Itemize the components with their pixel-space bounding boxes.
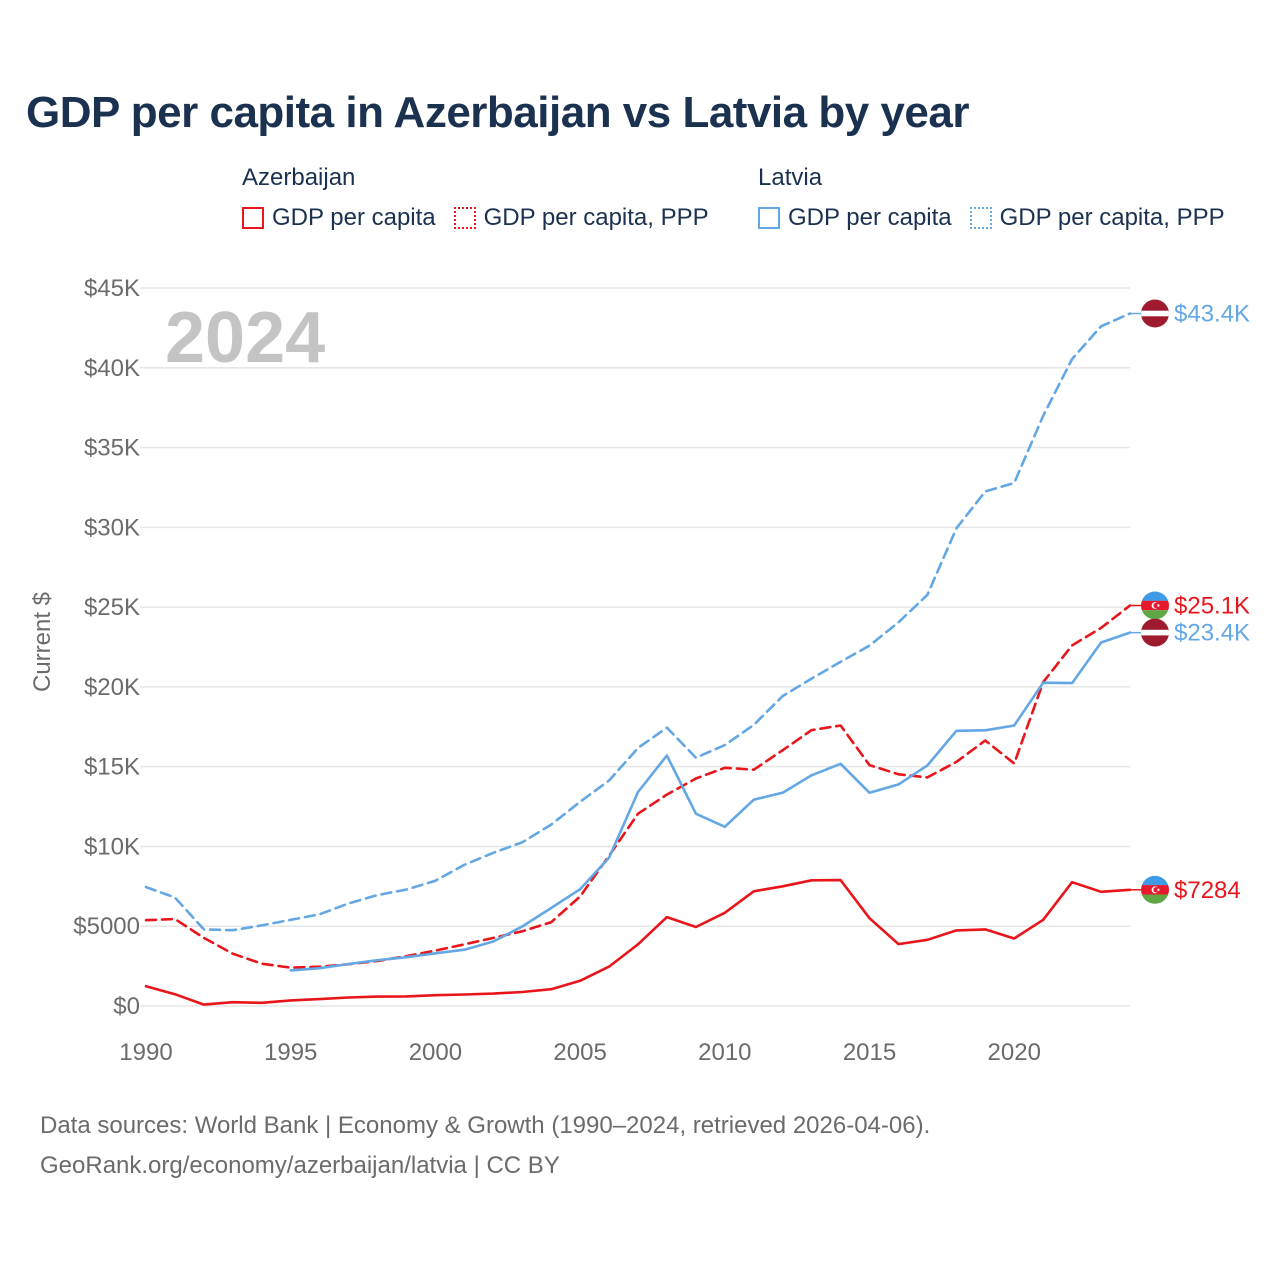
legend-label: GDP per capita xyxy=(272,204,436,231)
latvia-flag-icon xyxy=(1141,299,1169,328)
legend-country-latvia: Latvia xyxy=(758,164,823,191)
y-tick-label: $5000 xyxy=(73,913,140,940)
legend-azerbaijan: Azerbaijan GDP per capita GDP per capita… xyxy=(242,162,727,232)
legend-item-latvia-gdp-ppp[interactable]: GDP per capita, PPP xyxy=(969,204,1225,232)
legend-label: GDP per capita, PPP xyxy=(999,204,1225,231)
y-axis-label: Current $ xyxy=(29,592,56,692)
year-watermark: 2024 xyxy=(165,298,325,378)
legend-latvia: Latvia GDP per capita GDP per capita, PP… xyxy=(758,162,1243,232)
x-tick-label: 2015 xyxy=(843,1039,896,1066)
series-line-2[interactable] xyxy=(289,631,1132,972)
legend-swatch-dotted xyxy=(453,207,476,229)
y-tick-label: $40K xyxy=(84,355,140,382)
y-tick-label: $15K xyxy=(84,754,140,781)
x-tick-label: 2005 xyxy=(553,1039,606,1066)
x-tick-label: 2010 xyxy=(698,1039,751,1066)
series-layer xyxy=(144,312,1132,1006)
end-value-label: $43.4K xyxy=(1174,301,1250,328)
x-tick-label: 1990 xyxy=(119,1039,172,1066)
legend-item-latvia-gdp[interactable]: GDP per capita xyxy=(758,204,952,232)
legend-label: GDP per capita xyxy=(788,204,952,231)
end-value-label: $25.1K xyxy=(1174,593,1250,620)
legend-swatch-solid xyxy=(758,207,780,229)
legend-item-azerbaijan-gdp-ppp[interactable]: GDP per capita, PPP xyxy=(453,204,709,232)
y-tick-label: $10K xyxy=(84,833,140,860)
azerbaijan-flag-icon xyxy=(1141,875,1169,904)
y-tick-label: $25K xyxy=(84,594,140,621)
y-tick-label: $0 xyxy=(113,993,140,1020)
x-tick-label: 2000 xyxy=(409,1039,462,1066)
x-tick-label: 1995 xyxy=(264,1039,317,1066)
legend-swatch-solid xyxy=(242,207,264,229)
footer-attribution[interactable]: GeoRank.org/economy/azerbaijan/latvia | … xyxy=(40,1152,560,1179)
series-line-1[interactable] xyxy=(144,604,1132,969)
chart-title: GDP per capita in Azerbaijan vs Latvia b… xyxy=(26,88,969,137)
axis-layer: $0 $5000 $10K $15K $20K $25K $30K $35K $40K $45K 1… xyxy=(73,275,1041,1066)
azerbaijan-flag-icon xyxy=(1141,591,1169,620)
y-tick-label: $20K xyxy=(84,674,140,701)
series-line-0[interactable] xyxy=(144,878,1132,1006)
y-tick-label: $35K xyxy=(84,435,140,462)
end-value-label: $7284 xyxy=(1174,877,1241,904)
x-tick-label: 2020 xyxy=(988,1039,1041,1066)
legend-label: GDP per capita, PPP xyxy=(483,204,709,231)
legend-item-azerbaijan-gdp[interactable]: GDP per capita xyxy=(242,204,436,232)
latvia-flag-icon xyxy=(1141,618,1169,647)
end-value-label: $23.4K xyxy=(1174,620,1250,647)
grid-layer xyxy=(140,287,1130,1007)
legend-swatch-dotted xyxy=(969,207,992,229)
legend-country-azerbaijan: Azerbaijan xyxy=(242,164,356,191)
y-tick-label: $45K xyxy=(84,275,140,302)
y-tick-label: $30K xyxy=(84,514,140,541)
endpoint-layer: $7284 $25.1K$23.4K $43.4K xyxy=(1130,299,1250,904)
footer-sources: Data sources: World Bank | Economy & Gro… xyxy=(40,1112,931,1139)
series-line-3[interactable] xyxy=(144,312,1132,932)
footer: Data sources: World Bank | Economy & Gro… xyxy=(40,1106,930,1186)
